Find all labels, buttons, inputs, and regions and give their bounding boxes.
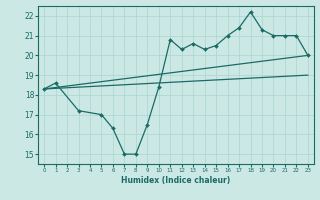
X-axis label: Humidex (Indice chaleur): Humidex (Indice chaleur) [121, 176, 231, 185]
